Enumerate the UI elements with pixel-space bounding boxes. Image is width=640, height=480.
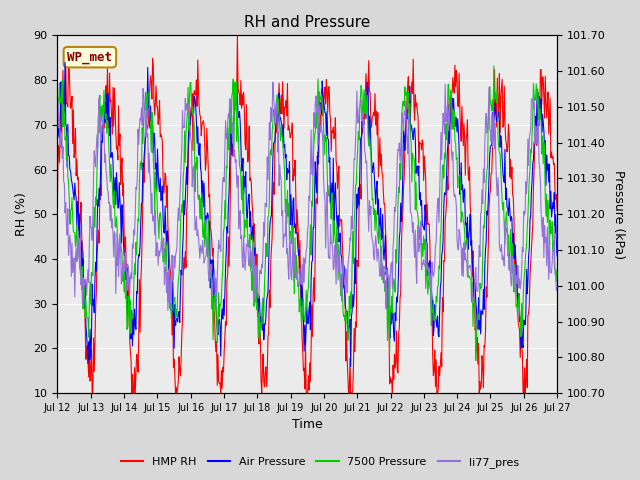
7500 Pressure [368, 177, 376, 182]
HMP RH [88, 390, 96, 396]
HMP RH [369, 113, 377, 119]
7500 Pressure [63, 157, 70, 163]
Y-axis label: Pressure (kPa): Pressure (kPa) [612, 169, 625, 259]
7500 Pressure [114, 263, 122, 268]
Legend: HMP RH, Air Pressure, 7500 Pressure, li77_pres: HMP RH, Air Pressure, 7500 Pressure, li7… [116, 452, 524, 472]
Air Pressure [553, 253, 561, 259]
Air Pressure [369, 164, 377, 170]
X-axis label: Time: Time [292, 419, 323, 432]
7500 Pressure [553, 267, 561, 273]
Line: li77_pres: li77_pres [58, 82, 557, 311]
Air Pressure [347, 363, 355, 369]
HMP RH [115, 103, 122, 108]
li77_pres [192, 226, 200, 232]
Air Pressure [166, 279, 173, 285]
Air Pressure [383, 266, 391, 272]
HMP RH [192, 91, 200, 97]
HMP RH [553, 207, 561, 213]
Title: RH and Pressure: RH and Pressure [244, 15, 371, 30]
Air Pressure [192, 103, 200, 109]
li77_pres [369, 239, 377, 245]
HMP RH [166, 255, 173, 261]
7500 Pressure [164, 294, 172, 300]
li77_pres [383, 274, 391, 280]
Air Pressure [54, 137, 61, 143]
HMP RH [63, 101, 70, 107]
Line: Air Pressure: Air Pressure [58, 62, 557, 366]
7500 Pressure [191, 189, 199, 194]
li77_pres [63, 222, 70, 228]
Y-axis label: RH (%): RH (%) [15, 192, 28, 236]
7500 Pressure [472, 358, 479, 363]
HMP RH [383, 301, 391, 307]
Air Pressure [61, 60, 69, 65]
7500 Pressure [54, 128, 61, 133]
Air Pressure [115, 205, 122, 211]
Air Pressure [63, 165, 71, 170]
7500 Pressure [382, 292, 390, 298]
li77_pres [114, 237, 122, 243]
HMP RH [234, 33, 241, 39]
li77_pres [166, 300, 173, 306]
Line: HMP RH: HMP RH [58, 36, 557, 393]
Text: WP_met: WP_met [67, 51, 113, 64]
7500 Pressure [490, 63, 498, 69]
li77_pres [164, 308, 172, 313]
li77_pres [553, 287, 561, 293]
Line: 7500 Pressure: 7500 Pressure [58, 66, 557, 360]
HMP RH [54, 201, 61, 206]
li77_pres [54, 126, 61, 132]
li77_pres [269, 79, 276, 85]
